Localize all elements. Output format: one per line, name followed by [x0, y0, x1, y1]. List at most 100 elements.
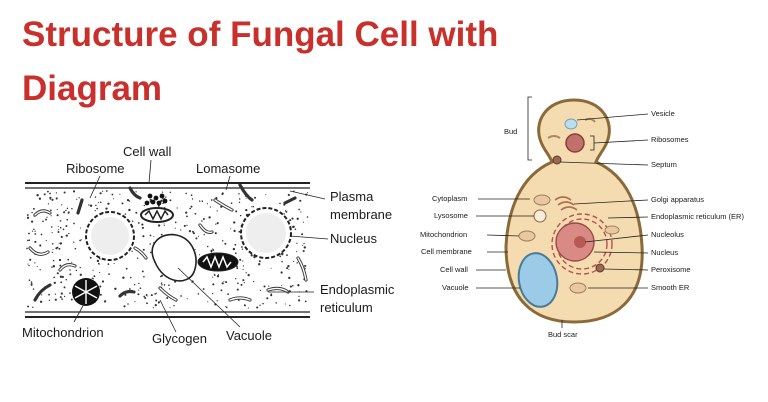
stipple-dot [234, 243, 237, 246]
stipple-dot [279, 255, 282, 258]
stipple-dot [131, 250, 133, 252]
stipple-dot [238, 198, 241, 200]
stipple-dot [206, 245, 209, 248]
stipple-dot [232, 247, 236, 251]
stipple-dot [111, 193, 114, 196]
stipple-dot [61, 298, 63, 300]
stipple-dot [221, 193, 224, 196]
stipple-dot [212, 249, 215, 251]
stipple-dot [30, 281, 33, 283]
stipple-dot [198, 200, 201, 202]
bud-nucleus-shape [565, 133, 585, 153]
stipple-dot [95, 204, 97, 207]
stipple-dot [129, 288, 131, 290]
stipple-dot [291, 217, 294, 220]
stipple-dot [289, 219, 292, 222]
stipple-dot [89, 204, 93, 207]
stipple-dot [163, 225, 165, 227]
stipple-dot [154, 303, 157, 307]
stipple-dot [38, 197, 42, 200]
stipple-dot [169, 191, 172, 194]
stipple-dot [157, 302, 160, 304]
stipple-dot [160, 274, 163, 277]
stipple-dot [213, 273, 215, 275]
stipple-dot [180, 229, 182, 231]
stipple-dot [56, 209, 58, 211]
stipple-dot [73, 222, 75, 225]
stipple-dot [201, 200, 204, 202]
stipple-dot [195, 237, 198, 240]
stipple-dot [296, 251, 298, 253]
stipple-dot [210, 199, 213, 201]
stipple-dot [70, 298, 73, 301]
label-cell-wall: Cell wall [123, 144, 172, 159]
stipple-dot [210, 249, 213, 253]
stipple-dot [289, 304, 291, 307]
stipple-dot [160, 233, 163, 236]
stipple-dot [194, 248, 196, 250]
bud-bracket [527, 96, 532, 161]
stipple-dot [59, 242, 63, 245]
stipple-dot [55, 247, 58, 250]
stipple-dot [27, 305, 30, 308]
stipple-dot [233, 229, 236, 233]
nucleus-right [240, 207, 292, 259]
stipple-dot [154, 292, 157, 295]
stipple-dot [105, 207, 108, 210]
stipple-dot [26, 214, 29, 216]
stipple-dot [63, 211, 66, 214]
stipple-dot [96, 207, 99, 210]
stipple-dot [125, 267, 128, 270]
stipple-dot [55, 192, 58, 194]
stipple-dot [303, 246, 306, 249]
label-vacuole: Vacuole [226, 328, 272, 343]
stipple-dot [199, 254, 201, 256]
stipple-dot [185, 211, 188, 214]
stipple-dot [59, 296, 62, 299]
stipple-dot [212, 283, 215, 286]
stipple-dot [143, 276, 145, 278]
stipple-dot [287, 193, 290, 197]
stipple-dot [207, 301, 209, 303]
hyphal-cell-diagram: Cell wall Ribosome Lomasome Plasma membr… [22, 144, 395, 346]
stipple-dot [28, 279, 31, 282]
stipple-dot [28, 264, 30, 267]
stipple-dot [65, 278, 68, 281]
stipple-dot [63, 191, 66, 194]
stipple-dot [113, 198, 115, 200]
stipple-dot [302, 244, 304, 247]
stipple-dot [299, 199, 302, 202]
stipple-dot [258, 260, 261, 263]
stipple-dot [28, 239, 31, 242]
stipple-dot [168, 284, 170, 286]
stipple-dot [128, 208, 131, 212]
label-lomasome: Lomasome [196, 161, 260, 176]
stipple-dot [230, 202, 233, 205]
stipple-dot [149, 234, 152, 237]
stipple-dot [31, 211, 33, 214]
stipple-dot [169, 288, 171, 290]
stipple-dot [141, 270, 144, 273]
stipple-dot [214, 232, 217, 235]
stipple-dot [124, 293, 127, 296]
stipple-dot [244, 304, 246, 307]
label-endoplasmic: Endoplasmic [320, 282, 395, 297]
stipple-dot [256, 306, 259, 309]
stipple-dot [58, 229, 60, 231]
label-ribosome: Ribosome [66, 161, 125, 176]
stipple-dot [124, 213, 127, 215]
stipple-dot [67, 211, 70, 214]
stipple-dot [221, 282, 224, 285]
stipple-dot [80, 239, 82, 241]
stipple-dot [281, 284, 283, 287]
label-reticulum: reticulum [320, 300, 373, 315]
label-vesicle: Vesicle [651, 109, 675, 118]
stipple-dot [186, 298, 188, 300]
cell-wall-lines [25, 182, 310, 318]
stipple-dot [235, 210, 238, 213]
stipple-dot [34, 262, 36, 264]
stipple-dot [186, 215, 188, 218]
er-rings [551, 213, 613, 275]
stipple-dot [241, 246, 243, 248]
stipple-dot [79, 239, 81, 242]
